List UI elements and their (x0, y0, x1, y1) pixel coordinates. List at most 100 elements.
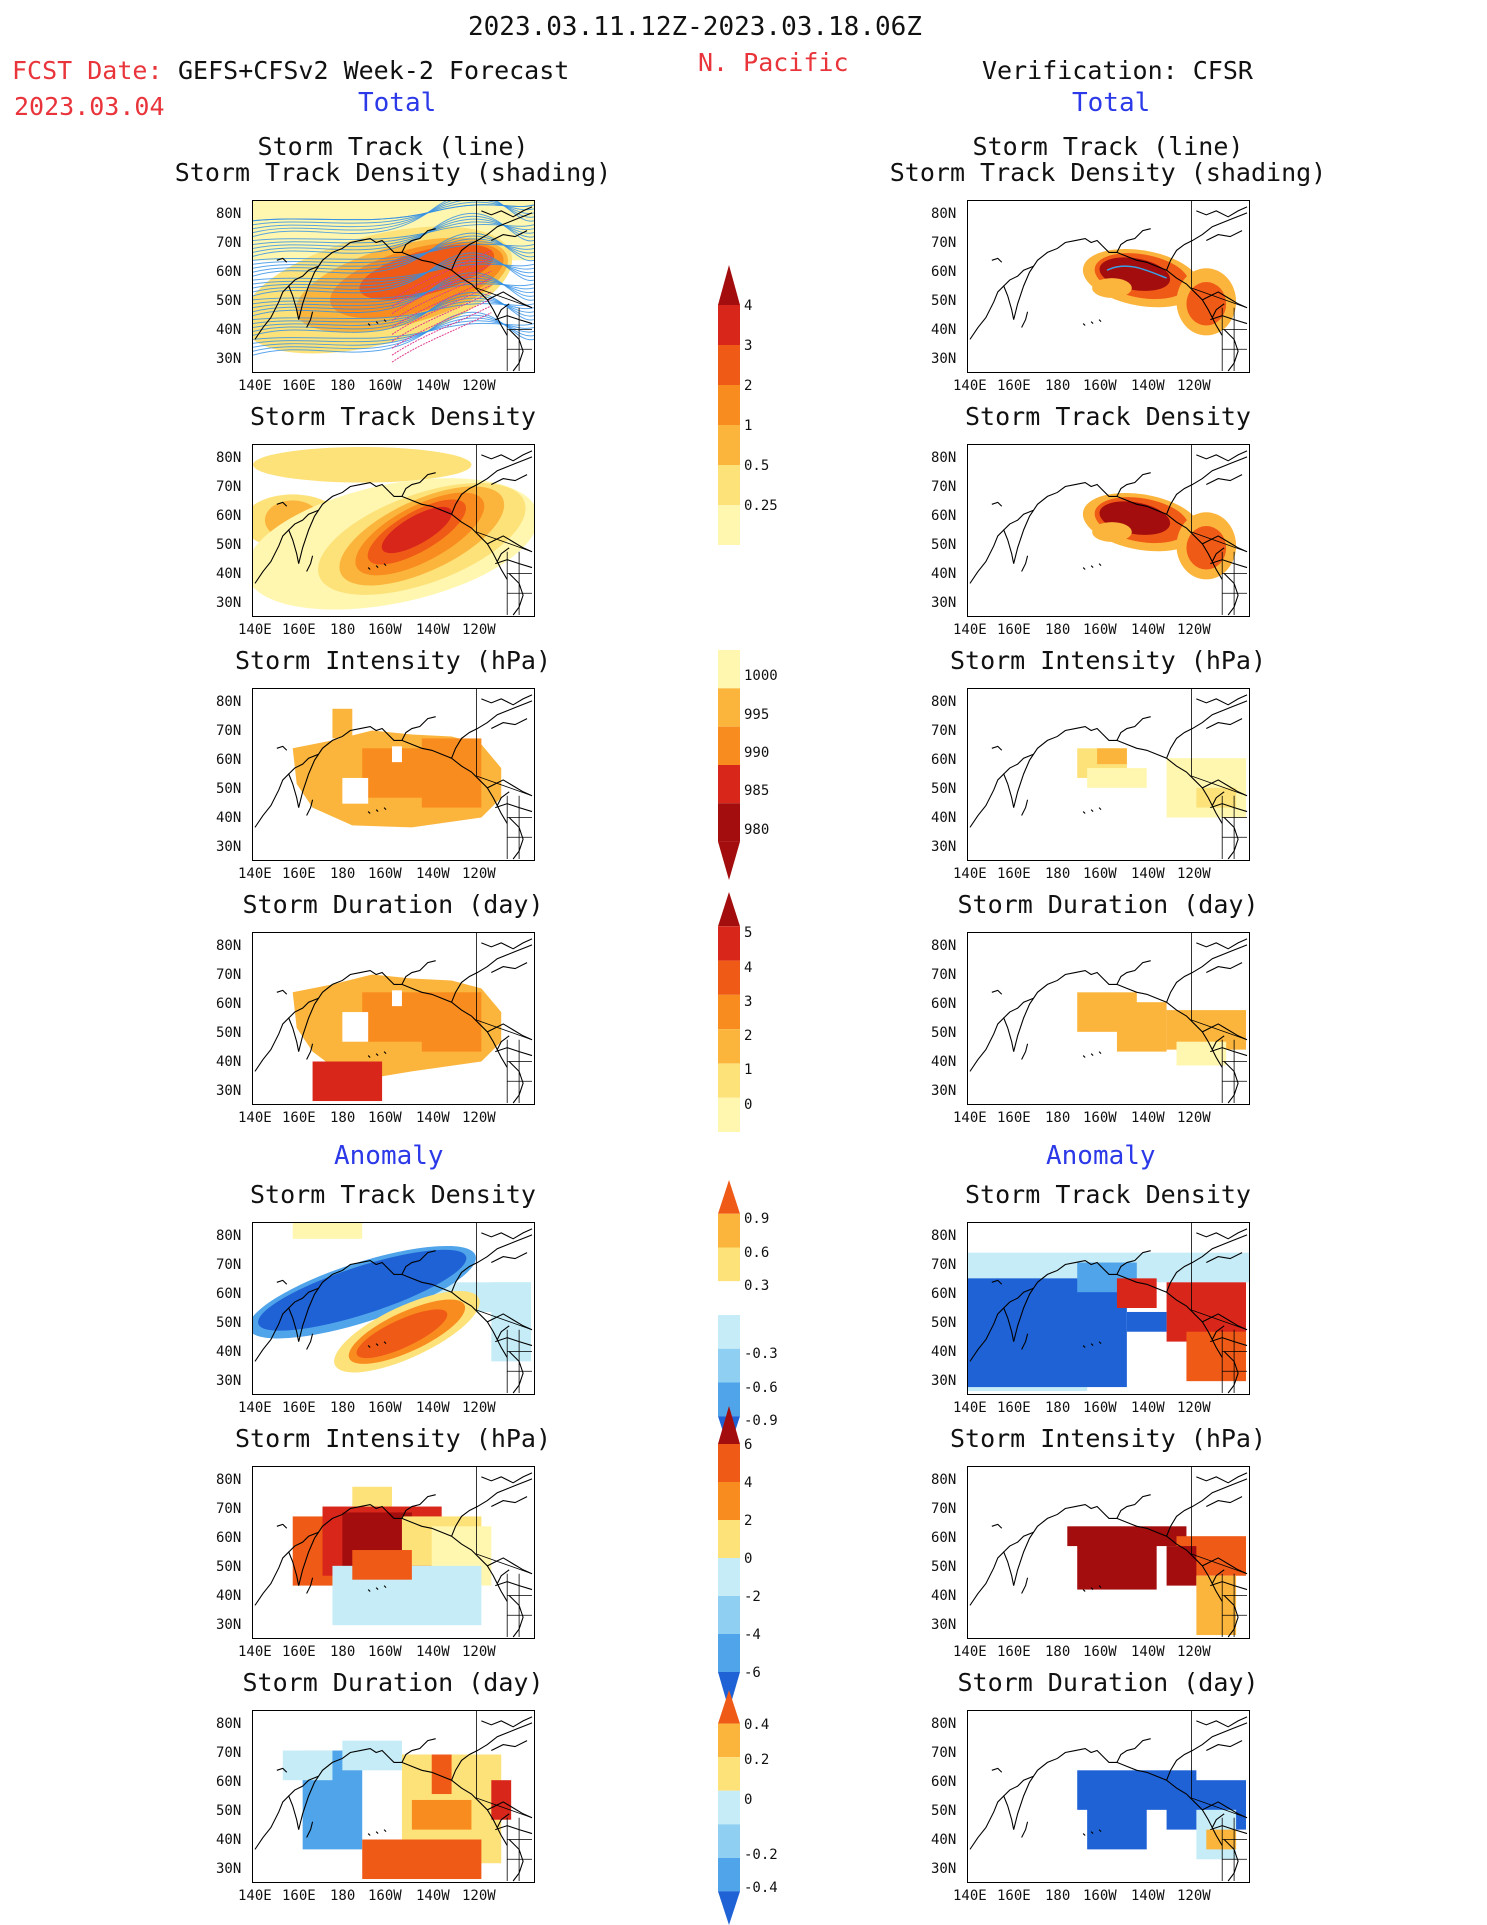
map-svg (253, 1223, 533, 1394)
y-tick-label: 80N (931, 1716, 957, 1732)
x-tick-label: 140E (238, 1110, 272, 1126)
x-tick-label: 180 (1045, 378, 1071, 394)
panel-title-6-0-0: Storm Duration (day) (242, 1668, 544, 1697)
x-tick-label: 140W (1131, 378, 1165, 394)
y-tick-label: 30N (216, 1617, 242, 1633)
verification-label: Verification: CFSR (982, 56, 1253, 85)
y-tick-label: 70N (931, 235, 957, 251)
y-tick-label: 80N (216, 694, 242, 710)
y-tick-label: 80N (931, 450, 957, 466)
y-tick-label: 80N (931, 694, 957, 710)
y-tick-label: 50N (931, 1803, 957, 1819)
colorbar-anom-intensity-tick: 2 (744, 1513, 753, 1529)
colorbar-anom-intensity-tick: -6 (744, 1665, 761, 1681)
colorbar-anom-duration-tick: -0.4 (744, 1880, 778, 1897)
x-tick-label: 180 (330, 1400, 356, 1416)
colorbar-anom-intensity-tick: -4 (744, 1627, 761, 1643)
y-tick-label: 40N (216, 566, 242, 582)
y-tick-label: 80N (931, 1228, 957, 1244)
panel-title-0-1-1: Storm Track Density (shading) (889, 158, 1327, 187)
y-tick-label: 40N (931, 810, 957, 826)
y-tick-label: 80N (931, 1472, 957, 1488)
y-tick-label: 40N (931, 566, 957, 582)
map-panel-4-1 (967, 1222, 1250, 1395)
y-tick-label: 30N (931, 1373, 957, 1389)
y-tick-label: 60N (216, 508, 242, 524)
y-tick-label: 30N (931, 839, 957, 855)
x-tick-label: 120W (1177, 1888, 1211, 1904)
section-total-right: Total (1072, 88, 1151, 118)
x-tick-label: 160E (997, 1888, 1031, 1904)
panel-title-1-0-0: Storm Track Density (250, 402, 536, 431)
colorbar-anom-intensity-tick: -2 (744, 1589, 761, 1605)
x-tick-label: 140E (953, 378, 987, 394)
y-tick-label: 40N (931, 1054, 957, 1070)
y-tick-label: 70N (216, 235, 242, 251)
map-panel-5-1 (967, 1466, 1250, 1639)
x-tick-label: 140E (238, 1888, 272, 1904)
x-tick-label: 160W (368, 378, 402, 394)
y-tick-label: 70N (216, 967, 242, 983)
map-panel-5-0 (252, 1466, 535, 1639)
x-tick-label: 160E (997, 378, 1031, 394)
map-svg (969, 445, 1248, 616)
panel-title-2-0-0: Storm Intensity (hPa) (234, 646, 552, 675)
panel-title-2-1-0: Storm Intensity (hPa) (949, 646, 1267, 675)
y-tick-label: 40N (931, 1344, 957, 1360)
y-tick-label: 40N (216, 1588, 242, 1604)
map-panel-2-0 (252, 688, 535, 861)
colorbar-anom-duration-tick: 0.4 (744, 1716, 770, 1733)
y-tick-label: 30N (216, 1373, 242, 1389)
x-tick-label: 160E (997, 1644, 1031, 1660)
y-tick-label: 30N (216, 351, 242, 367)
x-tick-label: 160W (1083, 1644, 1117, 1660)
x-tick-label: 140E (953, 866, 987, 882)
colorbar-intensity-bar (718, 650, 740, 880)
map-svg (254, 933, 533, 1104)
map-svg (969, 689, 1248, 860)
map-svg (253, 201, 534, 372)
x-tick-label: 160E (997, 1110, 1031, 1126)
y-tick-label: 40N (931, 1832, 957, 1848)
colorbar-intensity-tick: 995 (744, 706, 770, 723)
y-tick-label: 40N (216, 1054, 242, 1070)
x-tick-label: 120W (1177, 1644, 1211, 1660)
map-panel-6-0 (252, 1710, 535, 1883)
x-tick-label: 120W (1177, 866, 1211, 882)
x-tick-label: 140E (238, 378, 272, 394)
x-tick-label: 120W (462, 866, 496, 882)
x-tick-label: 140W (416, 622, 450, 638)
colorbar-density-bar (718, 265, 740, 545)
x-tick-label: 160W (1083, 1110, 1117, 1126)
x-tick-label: 120W (462, 622, 496, 638)
x-tick-label: 180 (1045, 622, 1071, 638)
colorbar-anom-duration-tick: -0.2 (744, 1846, 778, 1863)
x-tick-label: 160W (1083, 1400, 1117, 1416)
x-tick-label: 180 (330, 378, 356, 394)
colorbar-density-tick: 1 (744, 418, 753, 434)
section-anomaly-right: Anomaly (1046, 1141, 1156, 1171)
y-tick-label: 30N (931, 1861, 957, 1877)
y-tick-label: 40N (216, 1832, 242, 1848)
map-panel-3-1 (967, 932, 1250, 1105)
x-tick-label: 180 (1045, 1400, 1071, 1416)
colorbar-anom-density-tick: -0.9 (744, 1413, 778, 1430)
y-tick-label: 30N (216, 595, 242, 611)
map-svg (969, 1467, 1248, 1638)
y-tick-label: 50N (931, 1025, 957, 1041)
colorbar-duration-tick: 2 (744, 1028, 753, 1045)
x-tick-label: 140W (416, 1644, 450, 1660)
y-tick-label: 40N (931, 1588, 957, 1604)
y-tick-label: 70N (216, 1257, 242, 1273)
colorbar-duration-bar (718, 892, 740, 1132)
panel-title-5-0-0: Storm Intensity (hPa) (234, 1424, 552, 1453)
x-tick-label: 120W (1177, 1110, 1211, 1126)
section-total-left: Total (358, 88, 437, 118)
colorbar-anom-density: 0.9 0.6 0.3 -0.3 -0.6 -0.9 (718, 1180, 798, 1450)
colorbar-duration-tick: 0 (744, 1096, 753, 1113)
colorbar-anom-intensity: 6 4 2 0 -2 -4 -6 (718, 1406, 798, 1710)
colorbar-duration-tick: 3 (744, 993, 753, 1010)
map-panel-6-1 (967, 1710, 1250, 1883)
y-tick-label: 50N (931, 1559, 957, 1575)
y-tick-label: 50N (216, 537, 242, 553)
